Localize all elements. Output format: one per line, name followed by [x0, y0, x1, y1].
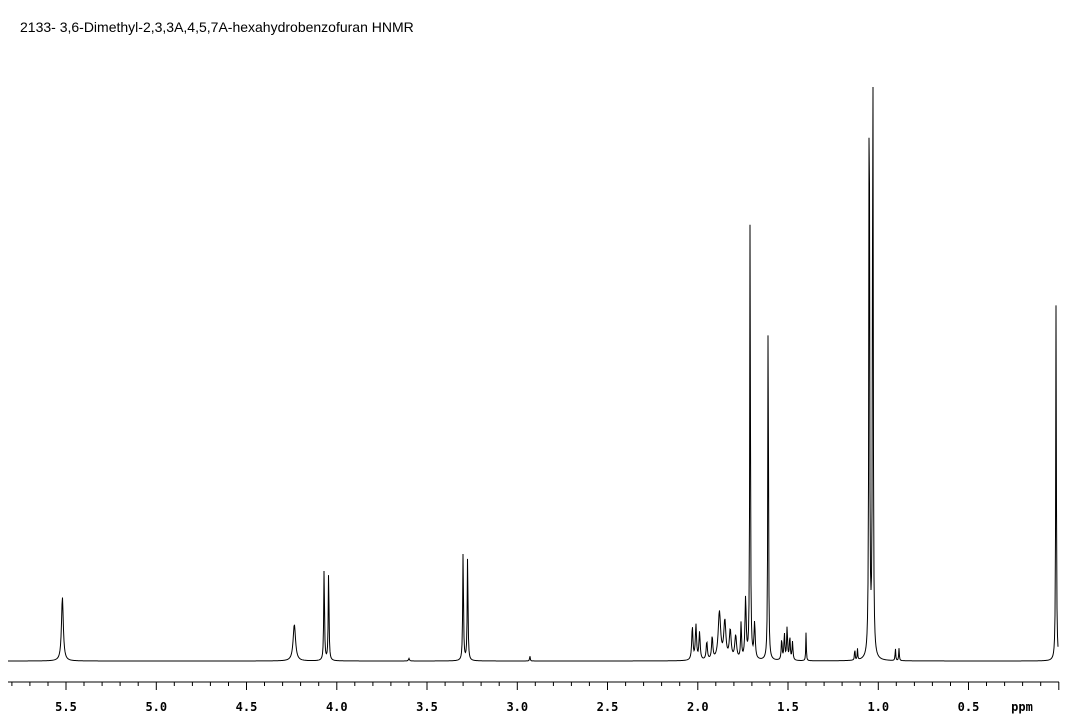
x-axis-tick-label: 2.5	[597, 700, 619, 714]
x-axis-tick-label: 2.0	[687, 700, 709, 714]
x-axis-tick-label: 3.5	[416, 700, 438, 714]
x-axis-tick-label: 4.5	[236, 700, 258, 714]
x-axis-tick-label: 1.5	[777, 700, 799, 714]
x-axis-ticks	[11, 682, 1060, 690]
x-axis-tick-label: 1.0	[867, 700, 889, 714]
x-axis-tick-label: 3.0	[506, 700, 528, 714]
chart-title: 2133- 3,6-Dimethyl-2,3,3A,4,5,7A-hexahyd…	[20, 19, 414, 35]
x-axis-tick-labels: 5.5 5.0 4.5 4.0 3.5 3.0 2.5 2.0 1.5 1.0 0.5	[55, 700, 979, 714]
x-axis-tick-label: 4.0	[326, 700, 348, 714]
x-axis-unit-label: ppm	[1011, 700, 1033, 714]
x-axis-tick-label: 0.5	[958, 700, 980, 714]
x-axis-tick-label: 5.5	[55, 700, 77, 714]
x-axis-tick-label: 5.0	[145, 700, 167, 714]
spectrum-line	[8, 87, 1059, 662]
